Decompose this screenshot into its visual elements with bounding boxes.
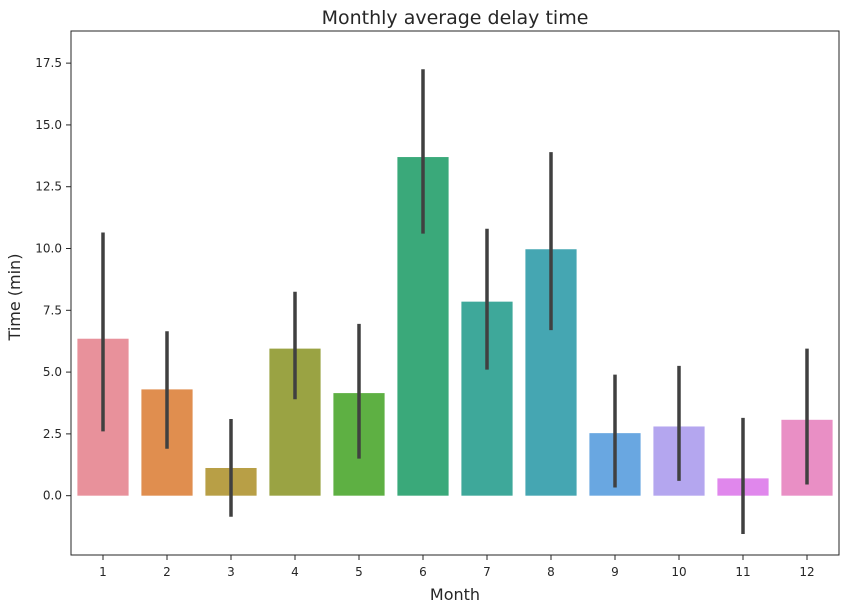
y-tick-label-5.0: 5.0 xyxy=(43,365,62,379)
x-tick-label-1: 1 xyxy=(99,565,107,579)
y-tick-label-15.0: 15.0 xyxy=(35,118,62,132)
y-axis-label: Time (min) xyxy=(5,254,24,342)
x-tick-label-6: 6 xyxy=(419,565,427,579)
x-ticks-layer: 1 2 3 4 5 6 7 8 9 10 11 12 xyxy=(99,555,815,579)
y-ticks-layer: 0.0 2.5 5.0 7.5 10.0 12.5 15.0 17.5 xyxy=(35,56,71,503)
x-axis-label: Month xyxy=(430,585,480,604)
y-tick-label-12.5: 12.5 xyxy=(35,180,62,194)
x-tick-label-2: 2 xyxy=(163,565,171,579)
bars-layer xyxy=(77,157,833,496)
x-tick-label-10: 10 xyxy=(671,565,686,579)
y-tick-label-17.5: 17.5 xyxy=(35,56,62,70)
y-tick-label-10.0: 10.0 xyxy=(35,242,62,256)
y-tick-label-2.5: 2.5 xyxy=(43,427,62,441)
x-tick-label-5: 5 xyxy=(355,565,363,579)
x-tick-label-11: 11 xyxy=(735,565,750,579)
x-tick-label-9: 9 xyxy=(611,565,619,579)
x-tick-label-3: 3 xyxy=(227,565,235,579)
y-tick-label-7.5: 7.5 xyxy=(43,303,62,317)
error-bars-layer xyxy=(101,69,809,534)
y-tick-label-0.0: 0.0 xyxy=(43,489,62,503)
x-tick-label-7: 7 xyxy=(483,565,491,579)
chart-title: Monthly average delay time xyxy=(322,7,589,29)
x-tick-label-8: 8 xyxy=(547,565,555,579)
plot-area-frame xyxy=(70,30,840,556)
x-tick-label-12: 12 xyxy=(799,565,814,579)
x-tick-label-4: 4 xyxy=(291,565,299,579)
